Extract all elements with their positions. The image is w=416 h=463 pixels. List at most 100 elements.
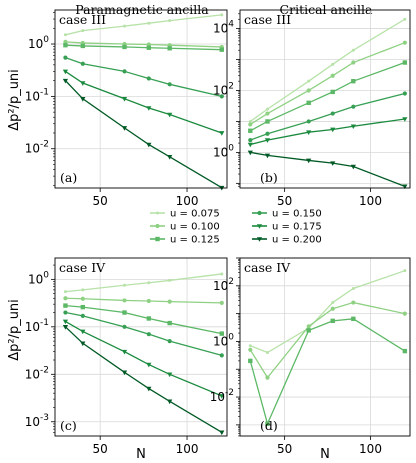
data-point — [248, 122, 253, 127]
data-point — [80, 43, 85, 49]
data-point — [146, 106, 152, 111]
series-5 — [62, 319, 225, 399]
data-point — [402, 117, 408, 122]
data-point — [80, 341, 86, 347]
data-point — [306, 100, 311, 106]
data-point — [220, 272, 224, 276]
series-line — [64, 80, 223, 189]
series-line — [249, 61, 406, 132]
case-label: case IV — [244, 260, 291, 275]
data-point — [247, 150, 253, 156]
series-6 — [247, 150, 408, 190]
data-point — [306, 88, 311, 93]
panel-label: (b) — [260, 170, 278, 185]
x-tick-label: 100 — [176, 442, 199, 456]
y-tick-label: 100 — [213, 332, 234, 348]
y-tick-label: 102 — [213, 277, 234, 293]
data-point — [330, 89, 335, 95]
legend-item: u = 0.175 — [252, 222, 322, 233]
data-point — [80, 304, 85, 310]
y-tick-label: 102 — [213, 81, 234, 97]
series-1 — [63, 13, 224, 37]
series-line — [65, 311, 222, 357]
y-tick-label: 100 — [28, 35, 49, 51]
data-point — [330, 73, 335, 78]
data-point — [402, 184, 408, 190]
data-point — [81, 29, 85, 33]
data-point — [62, 69, 69, 75]
data-point — [167, 112, 173, 118]
legend-item: u = 0.125 — [150, 235, 220, 246]
case-label: case IV — [59, 260, 106, 275]
data-point — [81, 288, 85, 292]
series-line — [249, 318, 406, 426]
y-tick-label: 10-2 — [210, 388, 234, 404]
data-point — [63, 39, 68, 44]
data-point — [122, 283, 126, 287]
y-tick-label: 10-2 — [25, 140, 49, 156]
data-point — [80, 296, 85, 301]
data-point — [63, 290, 67, 294]
data-point — [122, 24, 126, 28]
series-1 — [248, 17, 407, 123]
data-point — [306, 158, 312, 164]
x-tick-label: 50 — [93, 442, 108, 456]
data-point — [403, 269, 407, 273]
data-point — [63, 296, 68, 301]
y-tick-label: 100 — [28, 270, 49, 286]
series-line — [250, 118, 405, 146]
panel-label: (a) — [60, 170, 77, 185]
data-point — [168, 278, 172, 282]
grid — [55, 258, 227, 436]
axes-frame — [54, 9, 228, 189]
data-point — [350, 124, 356, 130]
legend-label: u = 0.150 — [272, 209, 322, 220]
series-4 — [63, 55, 224, 99]
data-point — [147, 21, 151, 25]
data-point — [122, 44, 127, 50]
data-point — [146, 386, 152, 392]
series-line — [65, 304, 222, 335]
data-point — [63, 42, 68, 48]
data-point — [306, 119, 311, 124]
data-point — [248, 128, 253, 133]
data-point — [219, 430, 225, 436]
data-point — [219, 394, 225, 399]
legend-item: u = 0.100 — [150, 222, 220, 233]
data-point — [306, 130, 312, 135]
data-point — [146, 45, 152, 50]
data-point — [307, 79, 311, 83]
series-3 — [63, 303, 224, 336]
data-point — [306, 328, 311, 333]
data-point — [146, 362, 152, 368]
panel-b: 50 100 100 102 104 case III (b) — [213, 9, 411, 208]
series-line — [250, 92, 406, 141]
data-point — [122, 298, 127, 303]
data-point — [248, 344, 252, 348]
series-line — [249, 301, 405, 379]
data-point — [265, 375, 270, 380]
x-tick-label: 100 — [176, 194, 199, 208]
data-point — [265, 119, 270, 124]
grid — [240, 257, 410, 436]
series-4 — [63, 310, 224, 358]
data-point — [331, 62, 335, 66]
data-point — [63, 310, 68, 315]
data-point — [265, 107, 269, 111]
data-point — [219, 131, 225, 136]
data-point — [351, 104, 356, 109]
data-point — [219, 47, 224, 52]
data-point — [248, 358, 253, 364]
column-title-paramagnetic: Paramagnetic ancilla — [75, 2, 209, 17]
data-point — [330, 306, 335, 311]
series-line — [65, 14, 222, 36]
panel-a: 50 100 10-2 10-1 100 case III (a) — [25, 9, 228, 208]
data-point — [121, 349, 128, 355]
series-4 — [248, 91, 407, 143]
data-point — [167, 320, 172, 326]
data-point — [219, 353, 224, 358]
data-point — [80, 61, 85, 66]
series-1 — [248, 269, 407, 355]
series-5 — [247, 117, 408, 148]
